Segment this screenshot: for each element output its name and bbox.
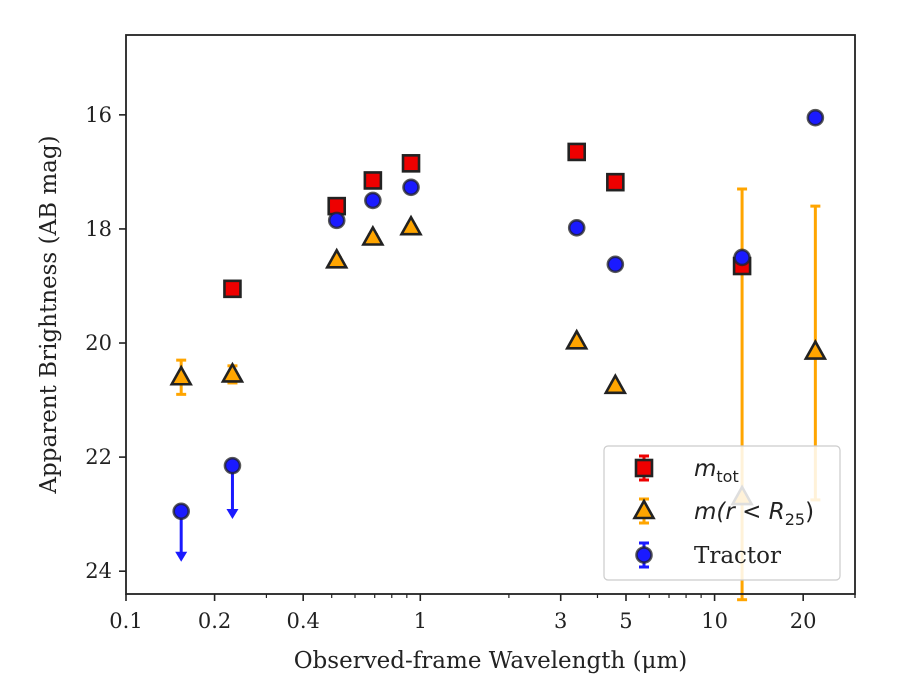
y-tick-label: 22 bbox=[85, 445, 112, 469]
data-point bbox=[172, 502, 190, 521]
plot-frame bbox=[125, 34, 856, 595]
x-axis-label: Observed-frame Wavelength (μm) bbox=[294, 648, 688, 674]
x-tick-label: 5 bbox=[619, 609, 632, 633]
legend-label: Tractor bbox=[694, 543, 781, 569]
data-point bbox=[564, 328, 589, 350]
x-tick-label: 10 bbox=[701, 609, 728, 633]
y-tick-label: 20 bbox=[85, 331, 112, 355]
y-tick-label: 16 bbox=[85, 103, 112, 127]
series-circle bbox=[172, 108, 825, 562]
x-axis-ticks: 0.1 0.2 0.4 1 3 5 10 20 bbox=[109, 594, 856, 633]
upper-limit-arrowhead bbox=[226, 508, 239, 519]
data-point bbox=[363, 171, 383, 190]
legend-marker bbox=[634, 458, 654, 478]
data-point bbox=[606, 172, 625, 192]
legend-label-main: m(r < R bbox=[694, 499, 785, 525]
y-axis-ticks: 16 18 20 22 24 bbox=[85, 103, 126, 583]
data-point bbox=[803, 338, 828, 360]
legend-label-subscript: tot bbox=[716, 467, 738, 486]
legend-label: mtot bbox=[694, 456, 739, 486]
data-point bbox=[606, 255, 625, 274]
legend-marker bbox=[632, 498, 656, 520]
legend-label-tail: ) bbox=[805, 499, 814, 525]
x-tick-label: 0.1 bbox=[109, 609, 142, 633]
data-point bbox=[169, 364, 193, 386]
legend-label-main: m bbox=[694, 456, 716, 482]
data-point bbox=[364, 191, 382, 210]
data-point bbox=[567, 218, 586, 237]
data-point bbox=[603, 373, 628, 395]
data-point bbox=[402, 178, 420, 197]
x-tick-label: 0.4 bbox=[286, 609, 319, 633]
data-point bbox=[733, 248, 751, 267]
data-point bbox=[567, 142, 587, 162]
x-tick-label: 20 bbox=[790, 609, 817, 633]
data-point bbox=[223, 279, 242, 299]
x-tick-label: 3 bbox=[554, 609, 567, 633]
legend-box bbox=[603, 445, 841, 581]
data-point bbox=[327, 211, 346, 230]
x-tick-label: 1 bbox=[414, 609, 427, 633]
legend-marker bbox=[635, 546, 653, 564]
data-point bbox=[324, 247, 349, 269]
data-point bbox=[361, 224, 385, 246]
x-tick-label: 0.2 bbox=[198, 609, 231, 633]
upper-limit-arrowhead bbox=[175, 551, 188, 562]
data-point bbox=[399, 214, 423, 236]
y-axis-label: Apparent Brightness (AB mag) bbox=[36, 135, 62, 494]
data-point bbox=[223, 456, 242, 475]
data-point bbox=[806, 108, 825, 127]
y-tick-label: 24 bbox=[85, 559, 112, 583]
legend-label: m(r < R25) bbox=[694, 499, 814, 529]
legend: mtot m(r < R25) Tractor bbox=[603, 445, 841, 581]
data-point bbox=[220, 361, 245, 383]
y-tick-label: 18 bbox=[85, 217, 112, 241]
legend-label-main: Tractor bbox=[694, 543, 781, 569]
data-point bbox=[401, 154, 421, 173]
legend-label-subscript: 25 bbox=[785, 510, 805, 529]
